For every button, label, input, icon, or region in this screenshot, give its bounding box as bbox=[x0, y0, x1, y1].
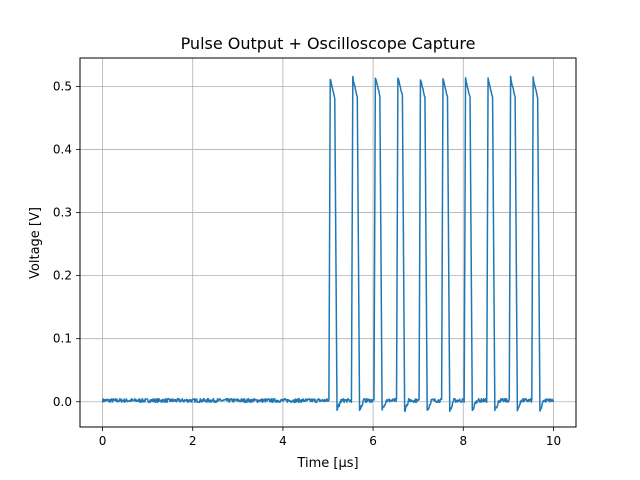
y-axis-label: Voltage [V] bbox=[28, 207, 43, 279]
y-tick-label: 0.3 bbox=[53, 206, 72, 220]
x-tick-label: 8 bbox=[459, 434, 467, 448]
y-axis-ticks: 0.0 0.1 0.2 0.3 0.4 0.5 bbox=[53, 79, 80, 409]
plot-area bbox=[101, 75, 555, 413]
x-tick-label: 6 bbox=[369, 434, 377, 448]
x-tick-label: 4 bbox=[279, 434, 287, 448]
axes-frame bbox=[79, 57, 577, 428]
chart-title: Pulse Output + Oscilloscope Capture bbox=[181, 34, 476, 53]
x-axis-ticks: 0 2 4 6 8 10 bbox=[99, 427, 561, 448]
y-tick-label: 0.0 bbox=[53, 395, 72, 409]
series-line-voltage bbox=[101, 75, 555, 413]
x-tick-label: 0 bbox=[99, 434, 107, 448]
y-tick-label: 0.4 bbox=[53, 142, 72, 156]
x-axis-label: Time [μs] bbox=[296, 456, 358, 471]
x-tick-label: 10 bbox=[546, 434, 561, 448]
x-tick-label: 2 bbox=[189, 434, 197, 448]
y-tick-label: 0.1 bbox=[53, 332, 72, 346]
y-tick-label: 0.2 bbox=[53, 269, 72, 283]
y-tick-label: 0.5 bbox=[53, 79, 72, 93]
